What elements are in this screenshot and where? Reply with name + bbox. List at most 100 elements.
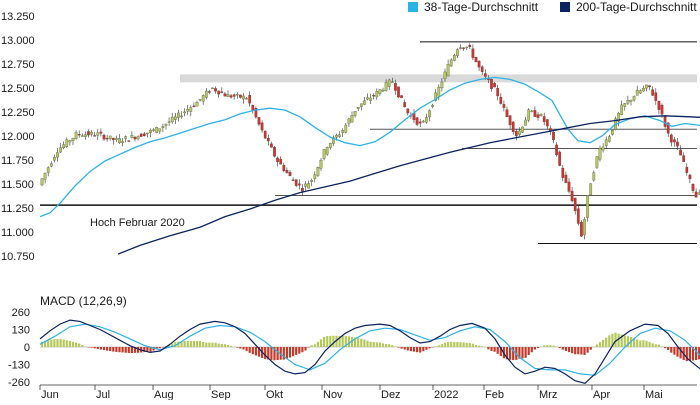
macd-histogram-bar xyxy=(400,347,403,349)
candle-body xyxy=(142,133,146,137)
macd-histogram-bar xyxy=(127,347,130,353)
macd-histogram-bar xyxy=(651,343,654,347)
macd-histogram-bar xyxy=(648,342,651,347)
candle-body xyxy=(192,105,196,108)
macd-histogram-bar xyxy=(642,340,645,347)
macd-histogram-bar xyxy=(236,347,239,348)
moving-averages xyxy=(39,76,700,255)
macd-histogram-bar xyxy=(378,342,381,347)
macd-histogram-bar xyxy=(419,347,422,353)
macd-histogram-bar xyxy=(112,347,115,352)
macd-histogram-bar xyxy=(171,343,174,347)
candle-body xyxy=(583,219,586,236)
candle-body xyxy=(105,137,109,140)
candle-body xyxy=(366,97,369,100)
macd-histogram-bar xyxy=(254,347,257,356)
macd-histogram-bar xyxy=(115,347,118,352)
macd-histogram-bar xyxy=(109,347,112,352)
macd-histogram-bar xyxy=(53,339,56,347)
candle-body xyxy=(567,181,571,192)
macd-histogram-bar xyxy=(245,347,248,351)
candle-body xyxy=(685,166,689,173)
candle-body xyxy=(474,56,478,63)
candle-body xyxy=(620,104,624,115)
macd-histogram-bar xyxy=(332,335,335,347)
macd-histogram-bar xyxy=(605,337,608,347)
candle-body xyxy=(350,115,354,123)
macd-histogram-bar xyxy=(223,344,226,347)
candle-body xyxy=(90,131,93,135)
macd-histogram-bar xyxy=(124,347,127,353)
macd-histogram-bar xyxy=(75,342,78,347)
macd-histogram-bar xyxy=(595,344,598,347)
candle-body xyxy=(669,134,673,143)
macd-histogram-bar xyxy=(99,347,102,350)
macd-histogram-bar xyxy=(199,340,202,347)
macd-histogram-bar xyxy=(602,339,605,347)
candle-body xyxy=(626,100,630,104)
candle-body xyxy=(449,59,453,67)
macd-histogram-bar xyxy=(397,347,400,348)
candle-body xyxy=(71,137,75,141)
macd-histogram-bar xyxy=(192,340,195,347)
candle-body xyxy=(344,124,348,133)
candle-body xyxy=(691,183,695,191)
candle-body xyxy=(586,195,589,218)
macd-title: MACD (12,26,9) xyxy=(40,294,127,308)
candle-body xyxy=(332,137,335,144)
macd-histogram-bar xyxy=(487,347,490,350)
macd-histogram-bar xyxy=(369,341,372,347)
macd-histogram-bar xyxy=(592,346,595,348)
candle-body xyxy=(276,157,279,162)
macd-histogram-bar xyxy=(168,344,171,347)
candle-body xyxy=(502,104,506,108)
macd-histogram-bar xyxy=(543,345,546,347)
candle-body xyxy=(654,92,658,101)
candle-body xyxy=(322,149,326,159)
candle-body xyxy=(121,141,124,144)
candle-body xyxy=(570,190,574,202)
macd-histogram-bar xyxy=(450,341,453,347)
candle-body xyxy=(136,136,140,140)
macd-histogram-bar xyxy=(143,347,146,352)
candle-body xyxy=(632,96,636,101)
macd-histogram-bar xyxy=(59,339,62,347)
candle-body xyxy=(56,152,59,158)
candle-body xyxy=(648,85,651,88)
macd-histogram-bar xyxy=(307,347,310,348)
candle-body xyxy=(328,143,332,148)
candle-body xyxy=(465,46,469,49)
macd-histogram-bar xyxy=(326,336,329,347)
candle-body xyxy=(480,66,484,72)
y-tick-label: 13.000 xyxy=(1,35,35,47)
macd-histogram-bar xyxy=(292,347,295,357)
macd-histogram-bar xyxy=(121,347,124,353)
macd-histogram-bar xyxy=(521,347,524,359)
reference-lines xyxy=(40,41,697,245)
candle-body xyxy=(198,99,202,101)
candle-body xyxy=(623,103,627,107)
candle-body xyxy=(319,160,323,169)
macd-histogram-bar xyxy=(319,339,323,347)
macd-histogram-bar xyxy=(555,346,558,348)
candle-body xyxy=(397,86,400,98)
macd-histogram-bar xyxy=(574,347,577,355)
ma200-line xyxy=(117,115,700,255)
candle-body xyxy=(363,100,366,105)
macd-histogram-bar xyxy=(673,347,676,355)
x-tick-label: Aug xyxy=(154,389,174,400)
macd-histogram-bar xyxy=(425,347,428,350)
macd-histogram-bar xyxy=(620,334,623,347)
candle-body xyxy=(375,91,379,98)
candlesticks xyxy=(40,43,700,240)
candle-body xyxy=(604,139,608,146)
candle-body xyxy=(589,183,593,196)
candle-body xyxy=(325,147,329,155)
macd-histogram-bar xyxy=(71,341,75,347)
macd-histogram-bar xyxy=(375,342,378,347)
candle-body xyxy=(186,109,190,112)
macd-histogram-bar xyxy=(626,336,629,347)
candle-body xyxy=(46,167,50,173)
macd-histogram-bar xyxy=(354,337,357,347)
candle-body xyxy=(542,116,546,122)
